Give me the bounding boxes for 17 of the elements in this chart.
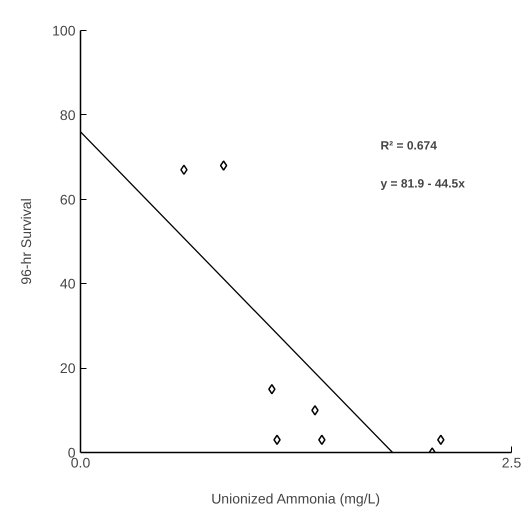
annotation: R² = 0.674 (380, 138, 438, 152)
y-tick-label: 80 (60, 106, 76, 123)
point (318, 434, 326, 446)
point (220, 160, 228, 171)
point (268, 384, 276, 394)
annotation: y = 81.9 - 44.5x (380, 176, 466, 190)
point (180, 164, 188, 176)
point (311, 405, 319, 416)
y-axis-title: 96-hr Survival (18, 198, 34, 285)
point (437, 434, 445, 446)
x-tick-label: 2.5 (502, 454, 522, 470)
y-tick-label: 60 (60, 191, 76, 208)
x-axis-title: Unionized Ammonia (mg/L) (211, 490, 380, 506)
y-tick-label: 20 (60, 360, 76, 376)
y-tick-label: 40 (60, 276, 76, 292)
y-tick-label: 100 (52, 22, 76, 38)
point (273, 434, 281, 446)
